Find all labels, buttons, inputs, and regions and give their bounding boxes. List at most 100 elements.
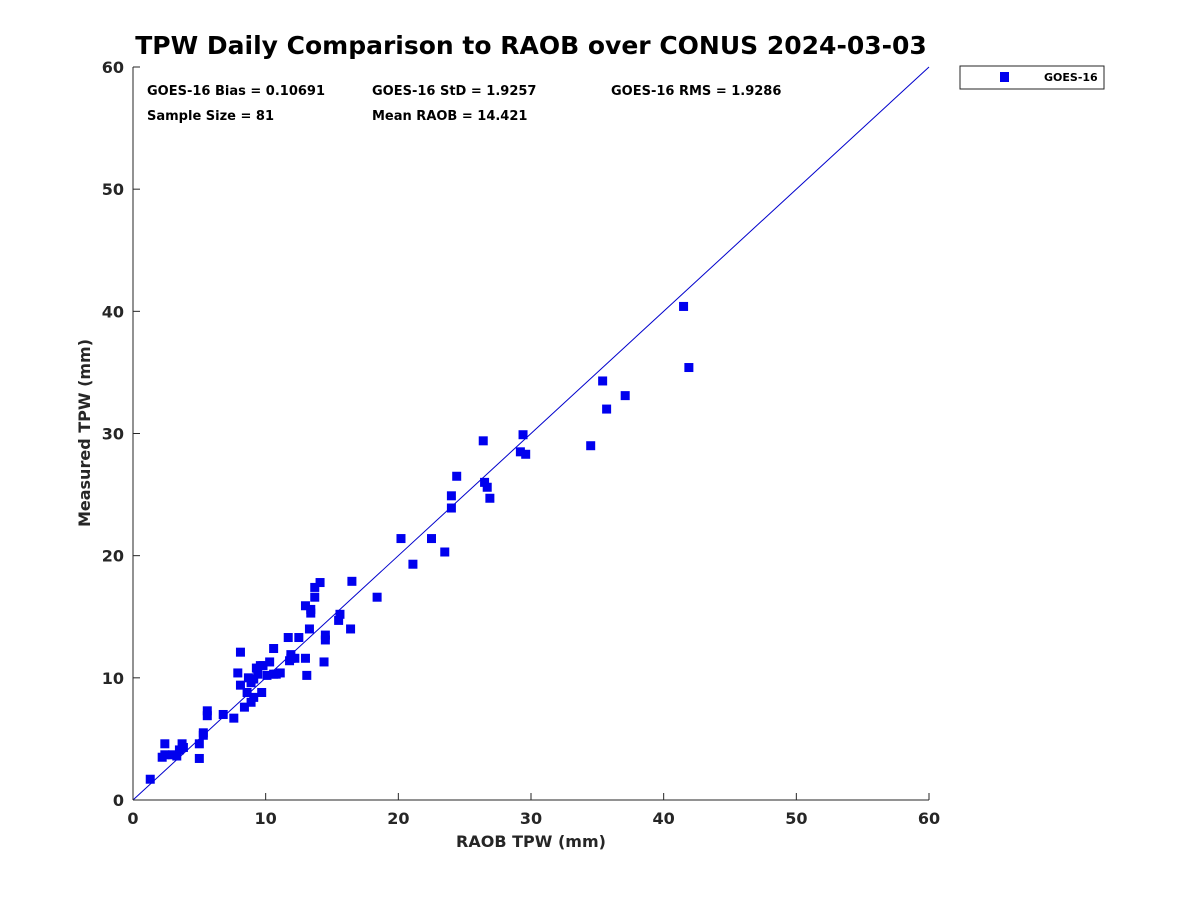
data-point bbox=[334, 615, 344, 625]
x-tick-label: 60 bbox=[918, 809, 940, 828]
legend-entry-goes-16: GOES-16 bbox=[1044, 71, 1098, 84]
data-point bbox=[235, 680, 245, 690]
data-point bbox=[300, 601, 310, 611]
data-point bbox=[320, 630, 330, 640]
reference-line-group bbox=[132, 66, 930, 801]
data-point bbox=[478, 436, 488, 446]
data-point bbox=[480, 477, 490, 487]
data-point bbox=[485, 493, 495, 503]
data-point bbox=[218, 709, 228, 719]
data-point bbox=[446, 503, 456, 513]
data-point bbox=[257, 687, 267, 697]
data-point bbox=[319, 657, 329, 667]
y-tick-label: 50 bbox=[102, 180, 124, 199]
data-point bbox=[300, 653, 310, 663]
data-point bbox=[172, 751, 182, 761]
data-point bbox=[620, 391, 630, 401]
data-point bbox=[294, 633, 304, 643]
x-tick-label: 50 bbox=[785, 809, 807, 828]
y-tick-label: 40 bbox=[102, 302, 124, 321]
data-point bbox=[518, 430, 528, 440]
data-point bbox=[302, 670, 312, 680]
data-point bbox=[346, 624, 356, 634]
data-point bbox=[372, 592, 382, 602]
data-point bbox=[262, 670, 272, 680]
stat-mean-raob: Mean RAOB = 14.421 bbox=[372, 109, 527, 124]
data-point bbox=[202, 706, 212, 716]
stats-annotations: GOES-16 Bias = 0.10691 GOES-16 StD = 1.9… bbox=[147, 84, 781, 124]
chart-title: TPW Daily Comparison to RAOB over CONUS … bbox=[135, 31, 927, 60]
data-points bbox=[145, 301, 694, 784]
y-tick-label: 20 bbox=[102, 547, 124, 566]
legend-marker-square bbox=[1000, 72, 1009, 82]
data-point bbox=[235, 647, 245, 657]
legend: GOES-16 bbox=[959, 65, 1105, 90]
data-point bbox=[178, 742, 188, 752]
data-point bbox=[586, 441, 596, 451]
data-point bbox=[315, 578, 325, 588]
x-tick-label: 30 bbox=[520, 809, 542, 828]
data-point bbox=[679, 301, 689, 311]
data-point bbox=[269, 669, 279, 679]
data-point bbox=[255, 661, 265, 671]
legend-box bbox=[959, 65, 1105, 90]
data-point bbox=[304, 624, 314, 634]
x-tick-label: 10 bbox=[255, 809, 277, 828]
reference-line bbox=[132, 66, 930, 801]
x-tick-label: 40 bbox=[653, 809, 675, 828]
data-point bbox=[145, 774, 155, 784]
stat-sample-size: Sample Size = 81 bbox=[147, 109, 274, 124]
y-tick-label: 0 bbox=[113, 791, 124, 810]
data-point bbox=[242, 687, 252, 697]
data-point bbox=[243, 673, 253, 683]
data-point bbox=[320, 635, 330, 645]
data-point bbox=[310, 592, 320, 602]
data-point bbox=[253, 669, 263, 679]
data-point bbox=[684, 363, 694, 373]
data-point bbox=[233, 668, 243, 678]
data-point bbox=[160, 750, 170, 760]
data-point bbox=[269, 644, 279, 654]
y-tick-label: 30 bbox=[102, 425, 124, 444]
data-point bbox=[229, 713, 239, 723]
data-point bbox=[249, 674, 259, 684]
y-axis-label: Measured TPW (mm) bbox=[75, 339, 94, 527]
data-point bbox=[275, 668, 285, 678]
data-point bbox=[335, 609, 345, 619]
data-point bbox=[598, 376, 608, 386]
data-point bbox=[310, 582, 320, 592]
stat-std: GOES-16 StD = 1.9257 bbox=[372, 84, 536, 99]
data-point bbox=[194, 753, 204, 763]
x-tick-label: 0 bbox=[127, 809, 138, 828]
x-axis-label: RAOB TPW (mm) bbox=[456, 832, 606, 851]
data-point bbox=[194, 739, 204, 749]
data-point bbox=[347, 576, 357, 586]
data-point bbox=[160, 739, 170, 749]
y-tick-label: 60 bbox=[102, 58, 124, 77]
data-point bbox=[283, 633, 293, 643]
data-point bbox=[427, 534, 436, 544]
data-point bbox=[396, 534, 406, 544]
stat-bias: GOES-16 Bias = 0.10691 bbox=[147, 84, 325, 99]
x-ticks: 0 10 20 30 40 50 60 bbox=[127, 793, 940, 828]
data-point bbox=[198, 728, 208, 738]
data-point bbox=[446, 491, 456, 501]
data-point bbox=[286, 653, 296, 663]
data-point bbox=[246, 697, 256, 707]
x-tick-label: 20 bbox=[387, 809, 409, 828]
data-point bbox=[452, 471, 462, 481]
data-point bbox=[265, 657, 275, 667]
data-point bbox=[521, 449, 531, 459]
data-point bbox=[515, 447, 525, 457]
stat-rms: GOES-16 RMS = 1.9286 bbox=[611, 84, 781, 99]
data-point bbox=[202, 711, 212, 721]
data-point bbox=[306, 608, 316, 618]
plot-area: 0 10 20 30 40 50 60 0 10 20 30 40 50 60 bbox=[102, 58, 940, 828]
data-point bbox=[249, 692, 259, 702]
y-tick-label: 10 bbox=[102, 669, 124, 688]
y-ticks: 0 10 20 30 40 50 60 bbox=[102, 58, 140, 810]
data-point bbox=[408, 559, 418, 569]
data-point bbox=[482, 482, 492, 492]
data-point bbox=[602, 404, 612, 414]
